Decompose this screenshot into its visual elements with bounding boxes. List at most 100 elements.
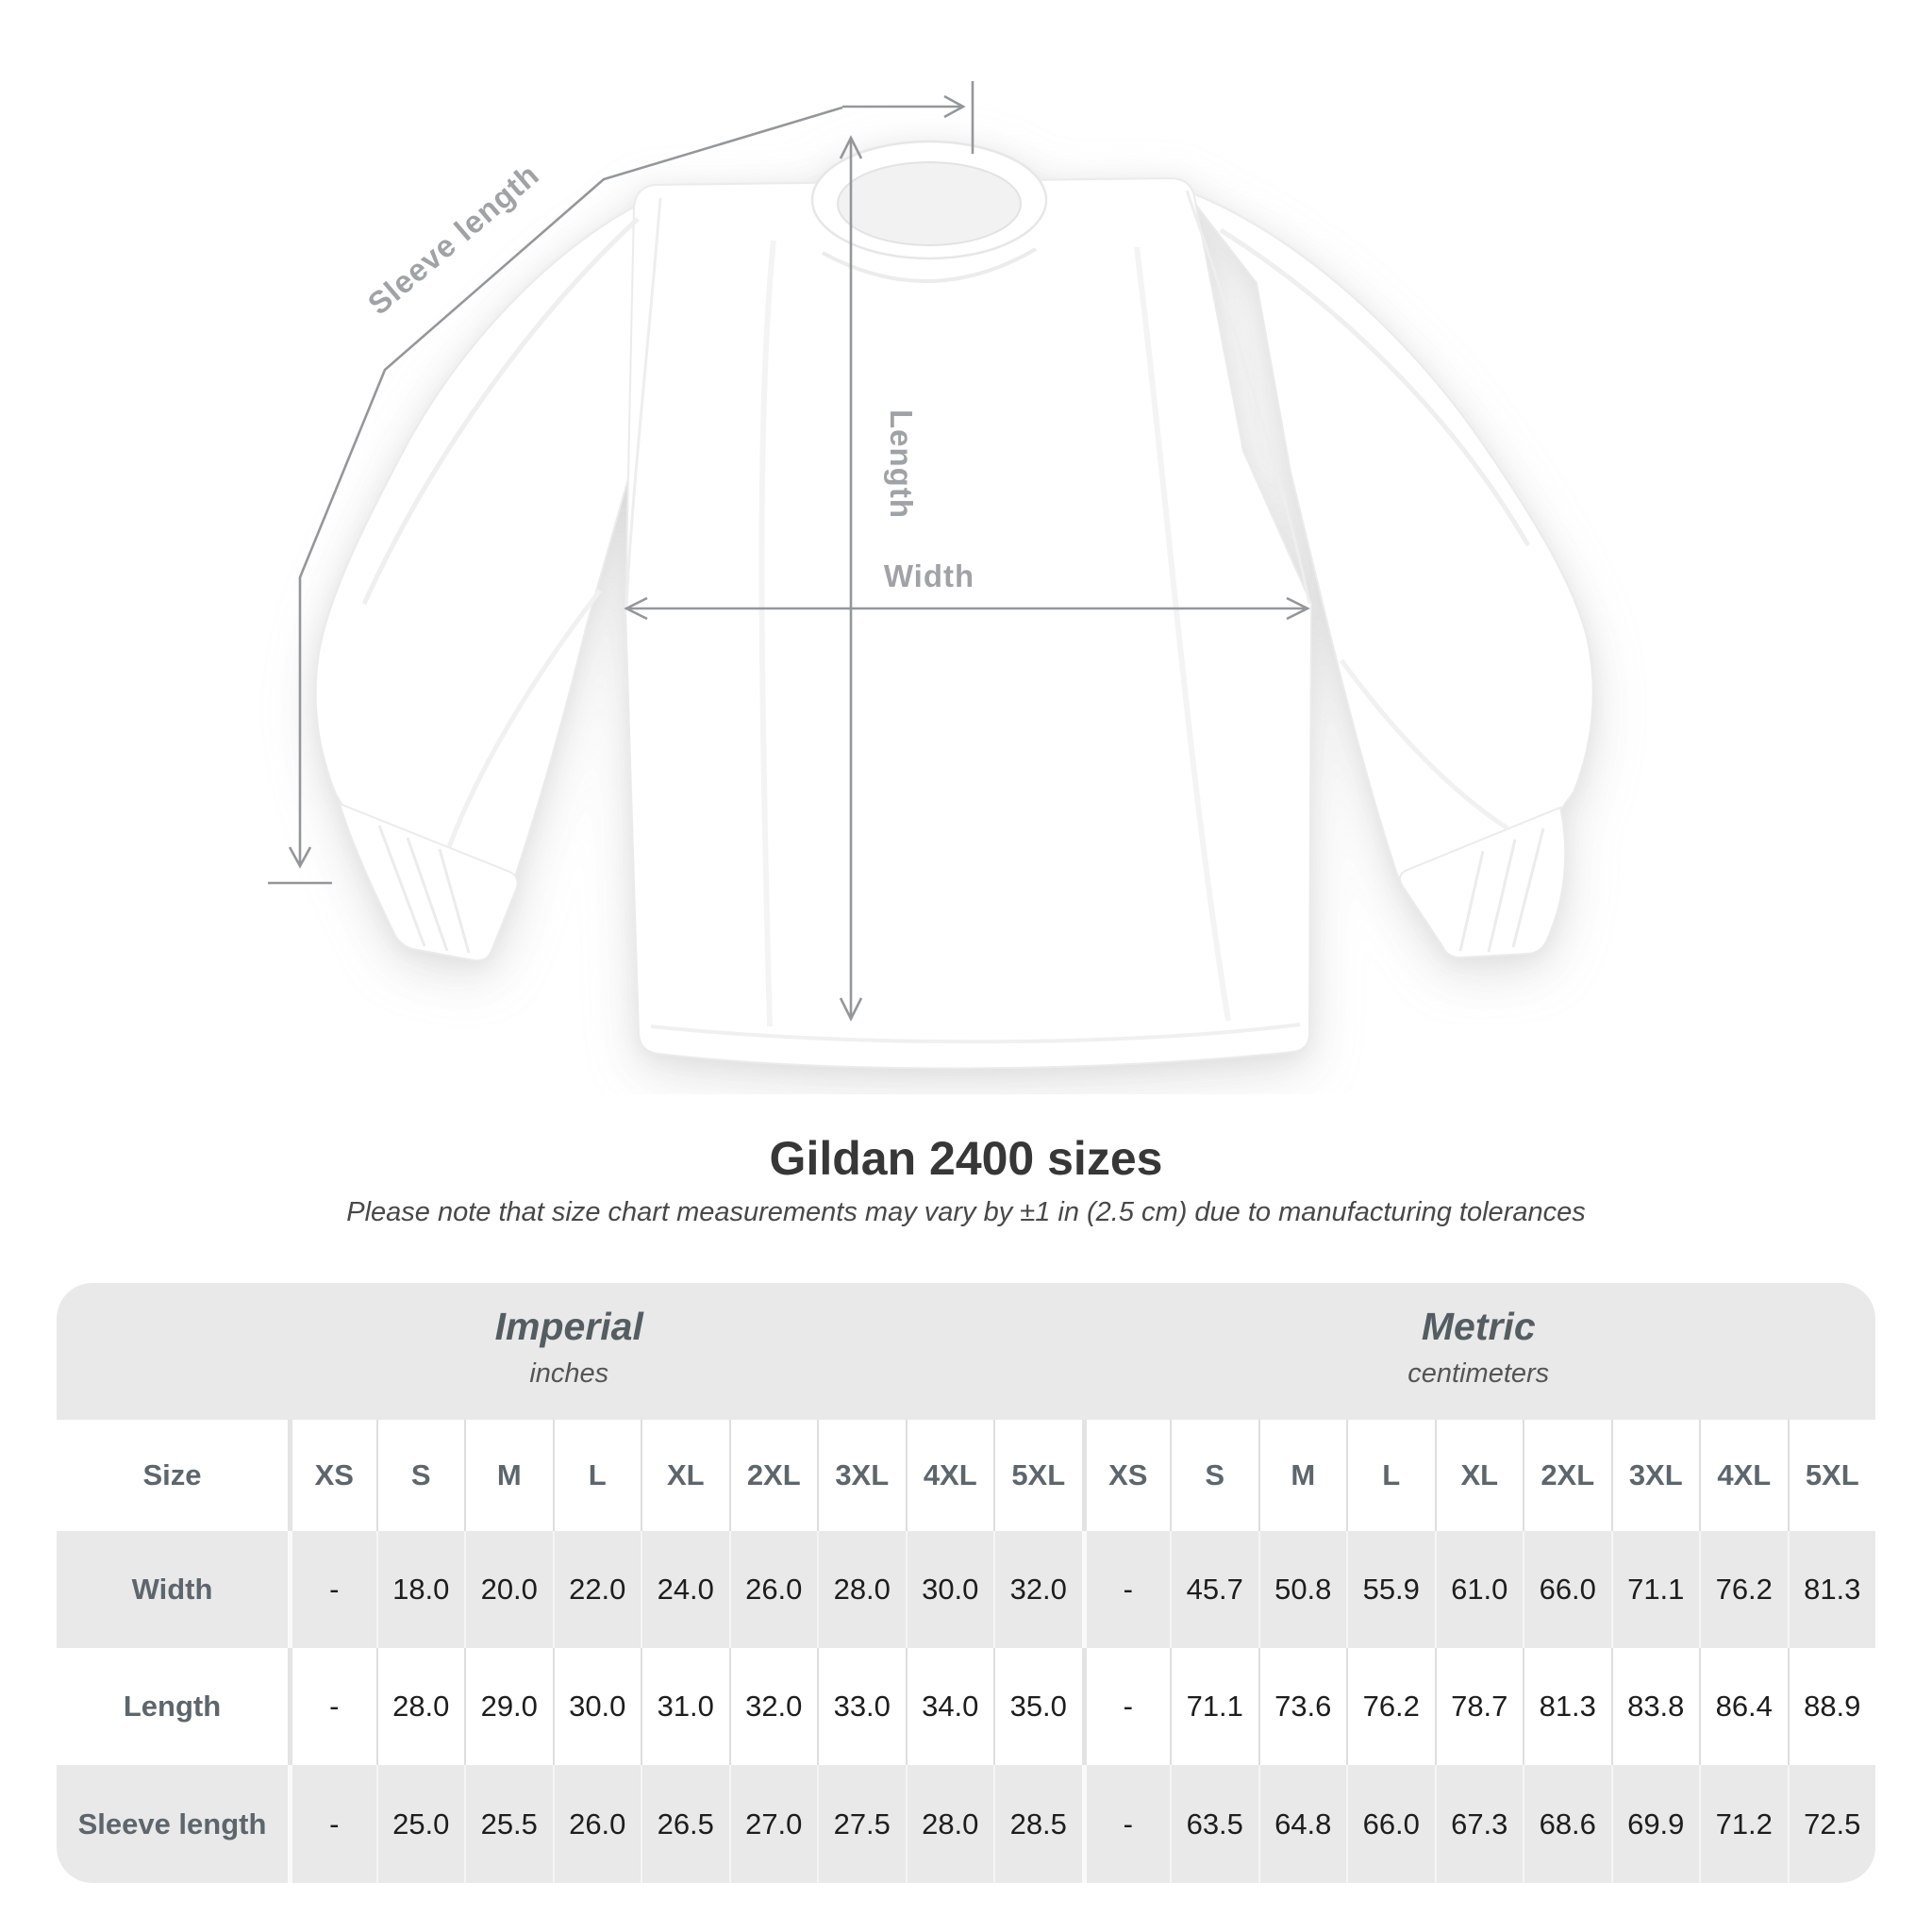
size-header: XS xyxy=(288,1420,376,1531)
collar-shadow xyxy=(822,247,1038,283)
value-cell: 30.0 xyxy=(552,1648,641,1765)
left-sleeve xyxy=(314,192,662,881)
value-cell: 61.0 xyxy=(1434,1531,1524,1648)
value-cell: 24.0 xyxy=(641,1531,729,1648)
row-label: Sleeve length xyxy=(77,1807,267,1840)
sleeve-length-row: Sleeve length - 25.0 25.5 26.0 26.5 27.0… xyxy=(57,1765,1875,1883)
sleeve-fold-line xyxy=(1219,227,1531,547)
value-cell: 26.0 xyxy=(552,1765,641,1883)
size-header: 4XL xyxy=(1699,1420,1788,1531)
body-fold-line xyxy=(1134,246,1231,1022)
value-cell: 22.0 xyxy=(552,1531,641,1648)
imperial-section-title: Imperial xyxy=(494,1304,643,1348)
value-cell: 68.6 xyxy=(1523,1765,1611,1883)
length-row: Length - 28.0 29.0 30.0 31.0 32.0 33.0 3… xyxy=(57,1648,1875,1765)
tolerance-note: Please note that size chart measurements… xyxy=(346,1197,1586,1227)
metric-section-header: Metric centimeters xyxy=(1082,1283,1876,1420)
row-label: Length xyxy=(123,1690,222,1723)
value-cell: - xyxy=(288,1648,376,1765)
unit-section-band: Imperial inches Metric centimeters xyxy=(57,1283,1875,1420)
value-cell: 32.0 xyxy=(728,1648,818,1765)
table-header-row: Size XS S M L XL 2XL 3XL 4XL 5XL XS S M … xyxy=(57,1420,1875,1531)
collar-opening xyxy=(837,161,1022,246)
metric-section-title: Metric xyxy=(1421,1304,1536,1348)
body-fold-line xyxy=(758,240,776,1027)
left-cuff-ribbing xyxy=(377,824,471,954)
size-col-header: Size xyxy=(142,1458,202,1491)
value-cell: 71.1 xyxy=(1170,1648,1258,1765)
value-cell: - xyxy=(1081,1765,1171,1883)
sleeve-length-dimension-line xyxy=(268,106,843,885)
size-header: S xyxy=(1170,1420,1258,1531)
value-cell: 71.2 xyxy=(1699,1765,1788,1883)
value-cell: - xyxy=(1081,1531,1171,1648)
value-cell: 63.5 xyxy=(1170,1765,1258,1883)
value-cell: 30.0 xyxy=(905,1531,994,1648)
size-header: 2XL xyxy=(728,1420,818,1531)
value-cell: 72.5 xyxy=(1787,1765,1876,1883)
imperial-section-header: Imperial inches xyxy=(57,1283,1082,1420)
value-cell: 76.2 xyxy=(1699,1531,1788,1648)
value-cell: 73.6 xyxy=(1257,1648,1347,1765)
value-cell: 71.1 xyxy=(1610,1531,1700,1648)
value-cell: 27.0 xyxy=(728,1765,818,1883)
value-cell: 18.0 xyxy=(375,1531,465,1648)
size-header: 3XL xyxy=(1610,1420,1700,1531)
value-cell: 26.0 xyxy=(728,1531,818,1648)
length-label: Length xyxy=(884,409,919,519)
size-header: M xyxy=(1257,1420,1347,1531)
size-header: L xyxy=(1346,1420,1435,1531)
value-cell: 45.7 xyxy=(1170,1531,1258,1648)
value-cell: - xyxy=(288,1765,376,1883)
left-seam-line xyxy=(625,197,662,607)
value-cell: 26.5 xyxy=(641,1765,729,1883)
imperial-section-unit: inches xyxy=(529,1357,609,1389)
sleeve-fold-line xyxy=(361,217,640,606)
size-header: 3XL xyxy=(817,1420,906,1531)
value-cell: 29.0 xyxy=(464,1648,553,1765)
size-header: M xyxy=(464,1420,553,1531)
width-row: Width - 18.0 20.0 22.0 24.0 26.0 28.0 30… xyxy=(57,1531,1875,1648)
width-dimension-line xyxy=(624,596,1310,621)
value-cell: 28.0 xyxy=(905,1765,994,1883)
top-reference-arrow xyxy=(842,81,974,154)
shirt-measurement-diagram: Sleeve length Length Width xyxy=(268,81,1594,1070)
value-cell: 25.5 xyxy=(464,1765,553,1883)
value-cell: 66.0 xyxy=(1346,1765,1435,1883)
value-cell: 35.0 xyxy=(993,1648,1082,1765)
value-cell: 33.0 xyxy=(817,1648,906,1765)
size-header: S xyxy=(375,1420,465,1531)
row-label: Width xyxy=(131,1573,213,1606)
value-cell: 50.8 xyxy=(1257,1531,1347,1648)
value-cell: - xyxy=(1081,1648,1171,1765)
right-sleeve xyxy=(1182,188,1594,879)
value-cell: 32.0 xyxy=(993,1531,1082,1648)
value-cell: 83.8 xyxy=(1610,1648,1700,1765)
value-cell: 88.9 xyxy=(1787,1648,1876,1765)
sleeve-fold-line xyxy=(1339,658,1509,831)
hem-line xyxy=(650,1023,1301,1044)
size-header: 5XL xyxy=(1787,1420,1876,1531)
value-cell: 67.3 xyxy=(1434,1765,1524,1883)
length-dimension-line xyxy=(839,135,863,1022)
value-cell: 34.0 xyxy=(905,1648,994,1765)
right-cuff xyxy=(1399,806,1567,959)
value-cell: 69.9 xyxy=(1610,1765,1700,1883)
value-cell: 20.0 xyxy=(464,1531,553,1648)
value-cell: 81.3 xyxy=(1787,1531,1876,1648)
size-header: L xyxy=(552,1420,641,1531)
value-cell: 55.9 xyxy=(1346,1531,1435,1648)
size-table: Imperial inches Metric centimeters Size … xyxy=(57,1283,1875,1883)
shirt-illustration xyxy=(314,140,1594,1070)
size-header: XS xyxy=(1081,1420,1171,1531)
value-cell: 78.7 xyxy=(1434,1648,1524,1765)
value-cell: 86.4 xyxy=(1699,1648,1788,1765)
right-seam-line xyxy=(1185,190,1311,605)
value-cell: 28.0 xyxy=(375,1648,465,1765)
size-header: 5XL xyxy=(993,1420,1082,1531)
sleeve-fold-line xyxy=(446,589,602,848)
value-cell: 66.0 xyxy=(1523,1531,1611,1648)
size-header: XL xyxy=(641,1420,729,1531)
value-cell: 25.0 xyxy=(375,1765,465,1883)
